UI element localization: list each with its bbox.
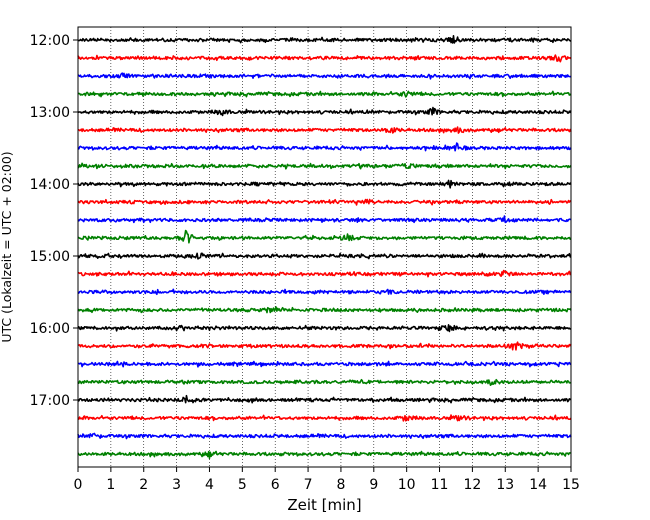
trace-1600 [77, 324, 571, 333]
trace-1200 [77, 35, 572, 44]
y-axis-label: UTC (Lokalzeit = UTC + 02:00) [0, 151, 14, 342]
x-tick-label: 6 [271, 477, 280, 493]
trace-1615 [77, 341, 572, 351]
trace-1745 [77, 450, 572, 460]
trace-1415 [77, 198, 572, 206]
grid-lines [110, 27, 539, 467]
x-tick-label: 13 [496, 477, 514, 493]
x-axis-label: Zeit [min] [287, 496, 361, 514]
trace-1445 [77, 229, 572, 244]
trace-1245 [77, 90, 572, 98]
x-tick-label: 0 [74, 477, 83, 493]
y-tick-label: 13:00 [30, 105, 70, 121]
trace-1715 [77, 414, 572, 422]
x-tick-label: 3 [172, 477, 181, 493]
trace-1345 [77, 162, 572, 170]
y-tick-label: 16:00 [30, 321, 70, 337]
x-tick-label: 10 [398, 477, 416, 493]
trace-1430 [77, 215, 572, 224]
trace-1230 [77, 72, 572, 80]
y-tick-label: 14:00 [30, 177, 70, 193]
trace-1500 [77, 252, 572, 260]
trace-1400 [77, 179, 572, 189]
trace-1700 [77, 394, 572, 404]
x-tick-label: 11 [431, 477, 449, 493]
trace-1545 [77, 306, 572, 314]
x-tick-label: 8 [336, 477, 345, 493]
trace-1530 [77, 288, 572, 296]
trace-1300 [77, 106, 572, 117]
x-tick-label: 4 [205, 477, 214, 493]
trace-1315 [77, 126, 572, 134]
y-tick-label: 15:00 [30, 249, 70, 265]
x-tick-label: 2 [139, 477, 148, 493]
x-tick-label: 5 [238, 477, 247, 493]
axis-ticks: 0 1 2 3 4 5 6 7 8 9 10 11 12 13 14 1512:0013:0014:0015:… [30, 33, 580, 493]
trace-group [77, 35, 572, 460]
x-tick-label: 1 [106, 477, 115, 493]
x-tick-label: 14 [529, 477, 547, 493]
trace-1215 [77, 54, 572, 63]
y-tick-label: 12:00 [30, 33, 70, 49]
trace-1630 [77, 360, 572, 368]
trace-1730 [77, 432, 572, 440]
x-tick-label: 15 [562, 477, 580, 493]
x-tick-label: 9 [369, 477, 378, 493]
y-tick-label: 17:00 [30, 393, 70, 409]
trace-1515 [77, 269, 572, 278]
x-tick-label: 12 [463, 477, 481, 493]
trace-1330 [77, 142, 572, 152]
trace-1645 [77, 378, 572, 386]
plot-frame [77, 26, 572, 468]
x-tick-label: 7 [304, 477, 313, 493]
